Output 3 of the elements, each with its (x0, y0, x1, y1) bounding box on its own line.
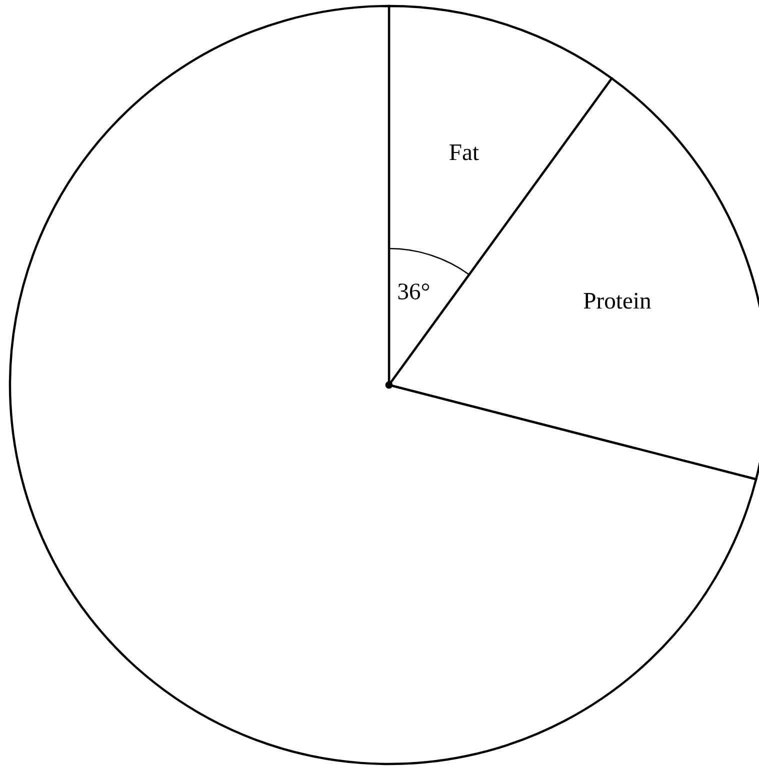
text: 36° (398, 284, 430, 300)
slice-label: Fat (450, 144, 479, 160)
slice-label: Protein (584, 292, 651, 309)
